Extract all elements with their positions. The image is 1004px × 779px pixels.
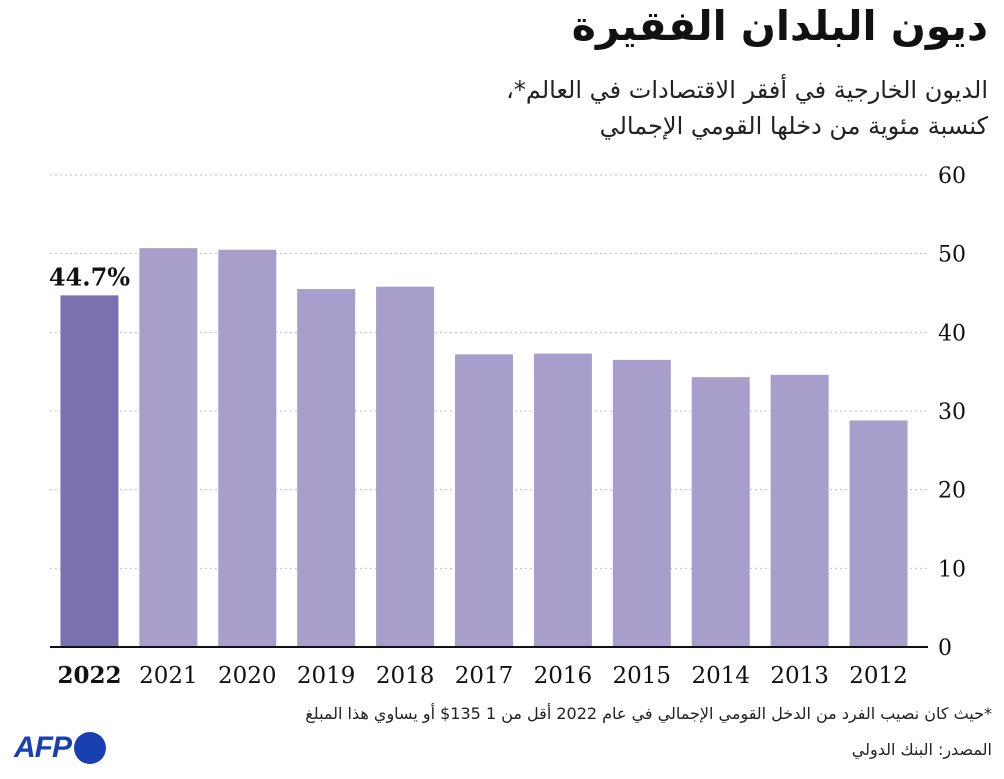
chart-subtitle: الديون الخارجية في أفقر الاقتصادات في ال… xyxy=(506,72,988,144)
bar-2020 xyxy=(218,249,277,647)
chart-title: ديون البلدان الفقيرة xyxy=(571,2,988,50)
y-tick-label: 60 xyxy=(938,164,966,189)
bar-2018 xyxy=(376,286,435,647)
footnote: *حيث كان نصيب الفرد من الدخل القومي الإج… xyxy=(305,704,992,723)
x-tick-label: 2021 xyxy=(139,663,198,689)
highlight-value-label: 44.7% xyxy=(49,262,130,291)
x-tick-label: 2017 xyxy=(455,663,514,689)
y-tick-label: 40 xyxy=(938,321,966,346)
y-tick-label: 50 xyxy=(938,243,966,268)
x-tick-label: 2022 xyxy=(57,662,121,689)
logo-dot-icon xyxy=(74,732,106,764)
x-tick-label: 2012 xyxy=(849,663,908,689)
bar-2014 xyxy=(691,377,750,647)
x-tick-label: 2019 xyxy=(297,663,356,689)
bar-2013 xyxy=(770,374,829,647)
x-tick-label: 2018 xyxy=(376,663,435,689)
y-tick-label: 20 xyxy=(938,479,966,504)
x-tick-label: 2014 xyxy=(691,663,750,689)
subtitle-line-2: كنسبة مئوية من دخلها القومي الإجمالي xyxy=(599,112,988,140)
subtitle-line-1: الديون الخارجية في أفقر الاقتصادات في ال… xyxy=(506,76,988,104)
logo-text: AFP xyxy=(14,731,72,764)
bar-chart: 0 10 20 30 40 50 60 2022 44.7% 2021 2020 2019 2018 20… xyxy=(49,164,966,689)
bar-2019 xyxy=(297,289,356,647)
bar-2021 xyxy=(139,248,198,647)
bar-2022 xyxy=(60,295,119,647)
x-tick-label: 2020 xyxy=(218,663,277,689)
bars xyxy=(60,248,908,647)
x-tick-label: 2013 xyxy=(770,663,829,689)
y-tick-label: 10 xyxy=(938,557,966,582)
labels: 0 10 20 30 40 50 60 2022 44.7% 2021 2020 2019 2018 20… xyxy=(49,164,966,689)
x-tick-label: 2016 xyxy=(534,663,593,689)
y-tick-label: 30 xyxy=(938,400,966,425)
bar-2017 xyxy=(455,354,513,647)
bar-2015 xyxy=(612,359,671,647)
x-tick-label: 2015 xyxy=(613,663,672,689)
bar-2016 xyxy=(533,353,592,647)
source-note: المصدر: البنك الدولي xyxy=(851,740,992,759)
y-tick-label: 0 xyxy=(938,636,952,661)
afp-logo: AFP xyxy=(14,728,106,768)
bar-2012 xyxy=(849,420,908,647)
